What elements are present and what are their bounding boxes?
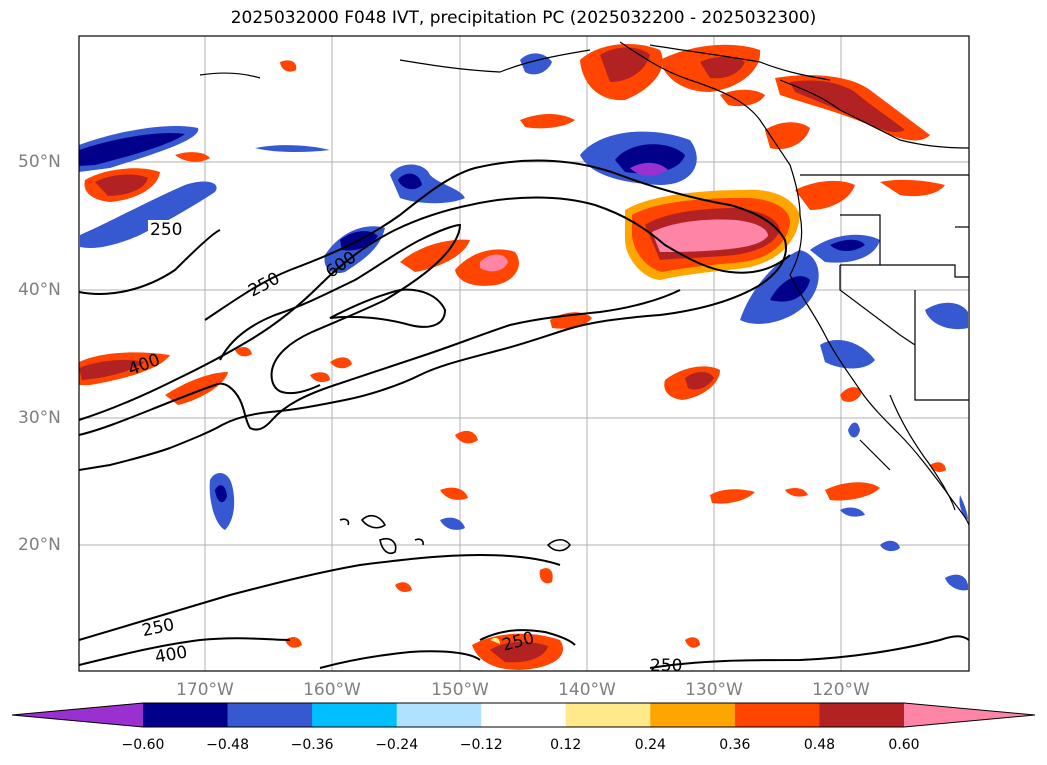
- colorbar-tick-label: −0.36: [290, 737, 334, 753]
- colorbar: [11, 702, 1036, 728]
- lon-label-150w: 150°W: [431, 680, 489, 700]
- lon-label-160w: 160°W: [303, 680, 361, 700]
- colorbar-tick-label: 0.12: [550, 737, 582, 753]
- colorbar-cell: [481, 703, 567, 727]
- lon-label-170w: 170°W: [176, 680, 234, 700]
- neg-blob-nevada: [925, 302, 968, 330]
- pos-blob-150w: [400, 239, 470, 272]
- colorbar-tick-label: −0.12: [459, 737, 503, 753]
- coastlines: [199, 41, 970, 526]
- colorbar-cell: [650, 703, 736, 727]
- precip-positive-shading: [79, 44, 946, 670]
- colorbar-tick-label: 0.24: [634, 737, 666, 753]
- lat-label-20n: 20°N: [18, 535, 61, 555]
- colorbar-cell: [312, 703, 398, 727]
- colorbar-cell: [143, 703, 229, 727]
- ivt-contours: [78, 159, 970, 669]
- colorbar-over-arrow: [904, 703, 1035, 727]
- ivt-label-250-e: 250: [650, 656, 683, 671]
- colorbar-under-arrow: [12, 703, 143, 727]
- map-plot: [78, 35, 970, 672]
- colorbar-tick-label: −0.48: [206, 737, 249, 753]
- neg-blob-west: [80, 181, 217, 248]
- lat-label-30n: 30°N: [18, 408, 61, 428]
- colorbar-cell: [565, 703, 651, 727]
- neg-blob-california: [820, 340, 875, 369]
- lat-label-40n: 40°N: [18, 280, 61, 300]
- colorbar-tick-label: 0.48: [803, 737, 836, 753]
- colorbar-tick-label: 0.36: [719, 737, 751, 753]
- lon-label-130w: 130°W: [685, 680, 743, 700]
- lon-label-120w: 120°W: [812, 680, 870, 700]
- colorbar-tick-label: −0.24: [375, 737, 419, 753]
- map-frame: [78, 35, 970, 672]
- colorbar-tick-label: −0.60: [121, 737, 165, 753]
- ivt-label-250-a: 250: [148, 220, 185, 240]
- neg-blob-baja: [959, 495, 968, 520]
- colorbar-cell: [396, 703, 482, 727]
- colorbar-cell: [227, 703, 313, 727]
- colorbar-tick-label: 0.60: [888, 737, 920, 753]
- pos-blob-wa: [795, 180, 855, 210]
- lat-label-50n: 50°N: [18, 152, 61, 172]
- hawaii-islands: [339, 514, 571, 555]
- precip-negative-shading: [79, 53, 968, 591]
- colorbar-cell: [734, 703, 820, 727]
- map-title: 2025032000 F048 IVT, precipitation PC (2…: [230, 8, 817, 28]
- lon-label-140w: 140°W: [558, 680, 616, 700]
- colorbar-cell: [819, 703, 905, 727]
